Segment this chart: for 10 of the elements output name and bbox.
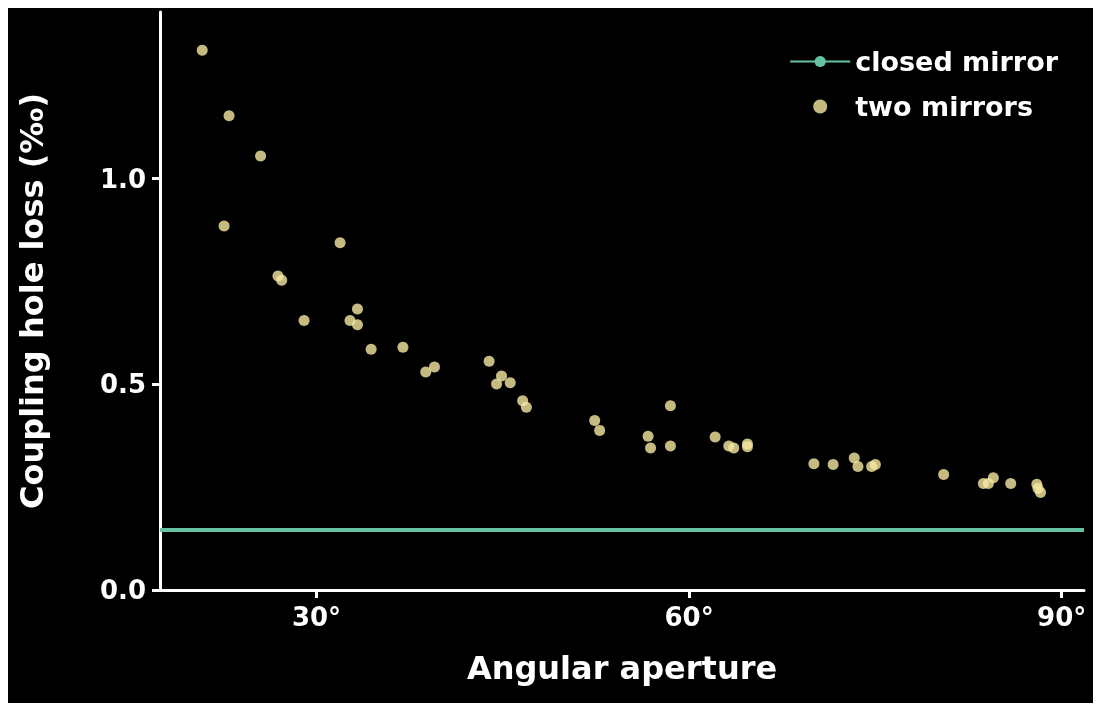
x-tick-label: 60° — [664, 602, 714, 632]
y-tick-label: 0.5 — [99, 369, 146, 400]
x-tick-label: 30° — [291, 602, 342, 632]
x-axis-title: Angular aperture — [466, 649, 778, 687]
legend-label: two mirrors — [855, 91, 1033, 122]
y-tick-label: 1.0 — [99, 163, 146, 194]
x-tick-label: 90° — [1037, 602, 1087, 632]
y-axis-title: Coupling hole loss (‰) — [13, 92, 51, 510]
y-tick-label: 0.0 — [99, 575, 146, 605]
legend-label: closed mirror — [855, 46, 1059, 77]
